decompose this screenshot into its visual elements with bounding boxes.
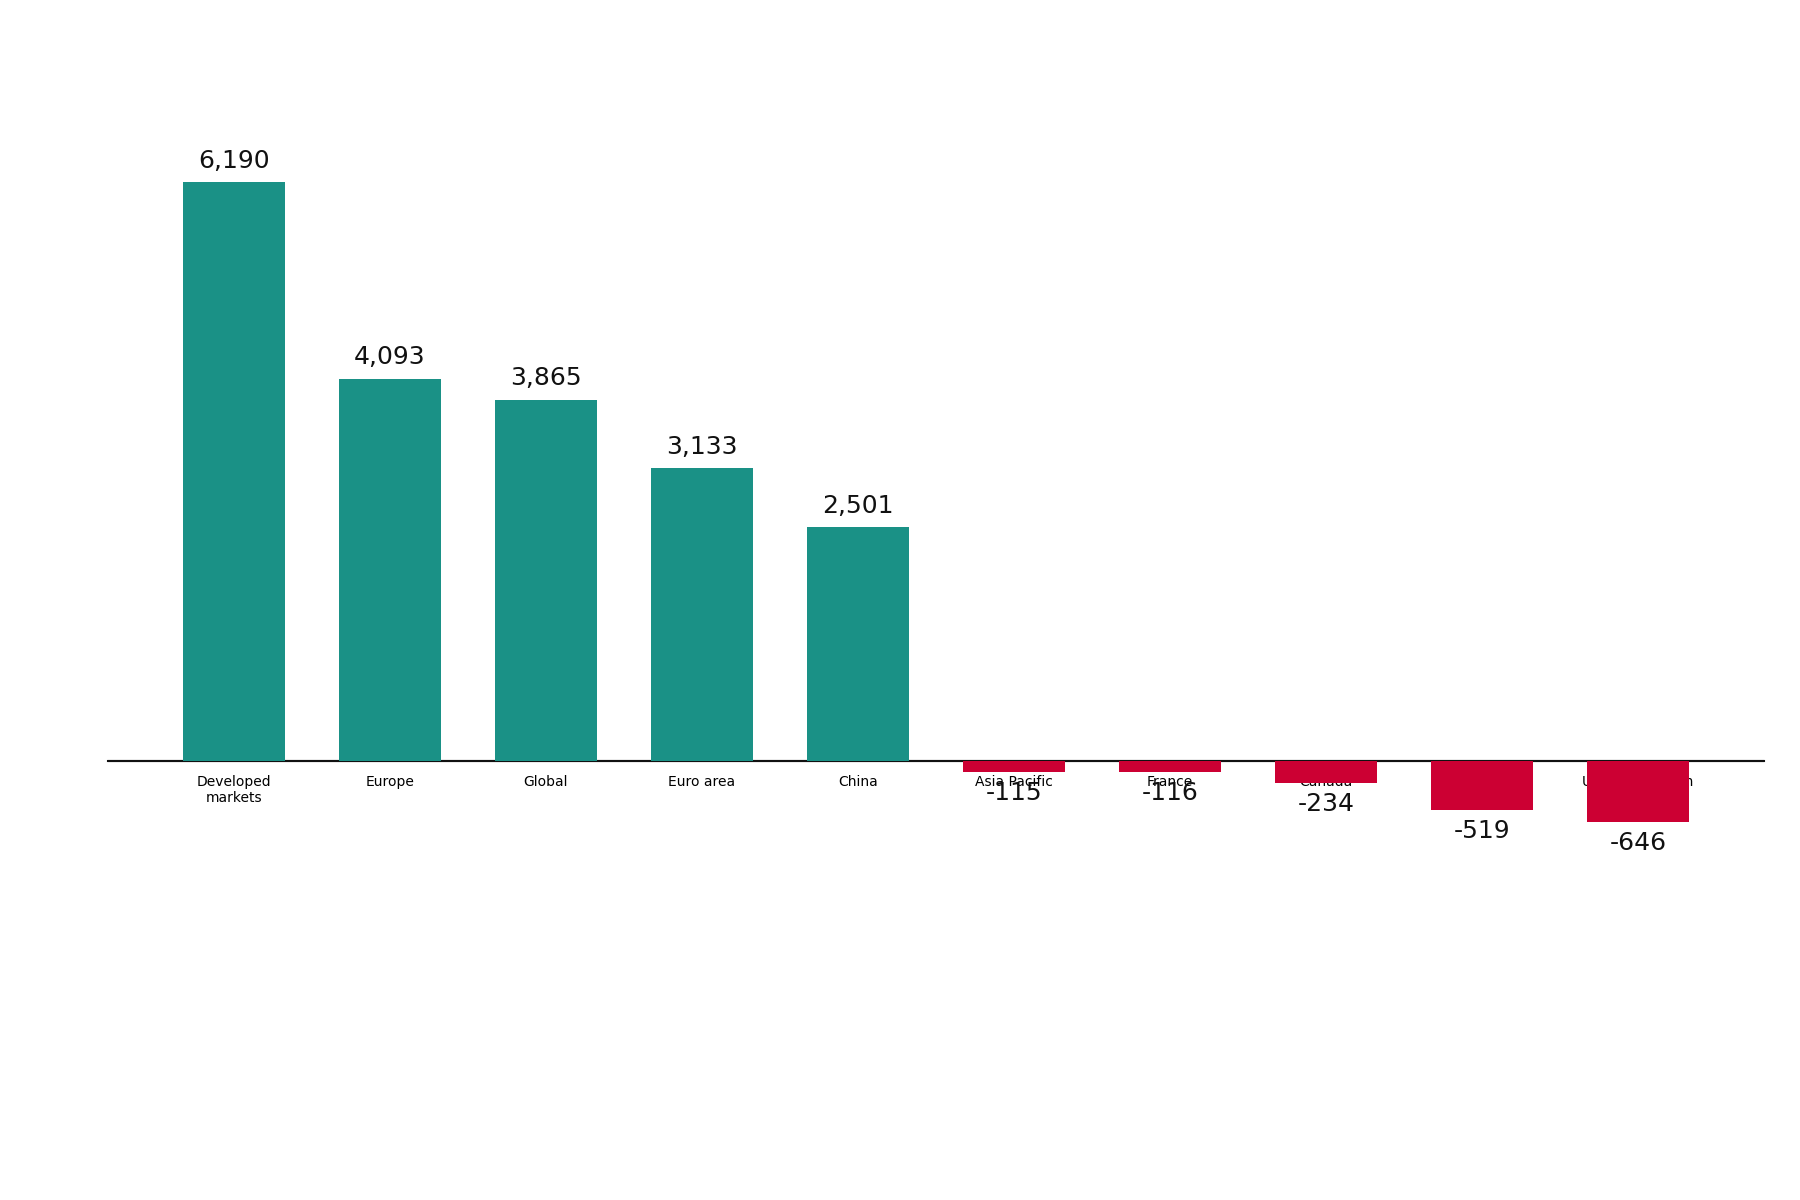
Bar (1588, 761, 1688, 822)
Bar (963, 761, 1066, 772)
Text: 3,865: 3,865 (509, 366, 581, 390)
Bar (184, 182, 284, 761)
Text: 3,133: 3,133 (666, 434, 738, 458)
Text: 6,190: 6,190 (198, 149, 270, 173)
Bar (1431, 761, 1534, 810)
Text: -115: -115 (986, 781, 1042, 805)
Bar (1276, 761, 1377, 784)
Bar (806, 527, 909, 761)
Text: -646: -646 (1609, 830, 1667, 854)
Text: 4,093: 4,093 (355, 346, 427, 370)
Bar (495, 400, 596, 761)
Text: -519: -519 (1454, 820, 1510, 844)
Text: -234: -234 (1298, 792, 1355, 816)
Bar (338, 378, 441, 761)
Text: 2,501: 2,501 (823, 494, 895, 518)
Bar (652, 468, 752, 761)
Bar (1120, 761, 1220, 772)
Text: -116: -116 (1141, 781, 1199, 805)
